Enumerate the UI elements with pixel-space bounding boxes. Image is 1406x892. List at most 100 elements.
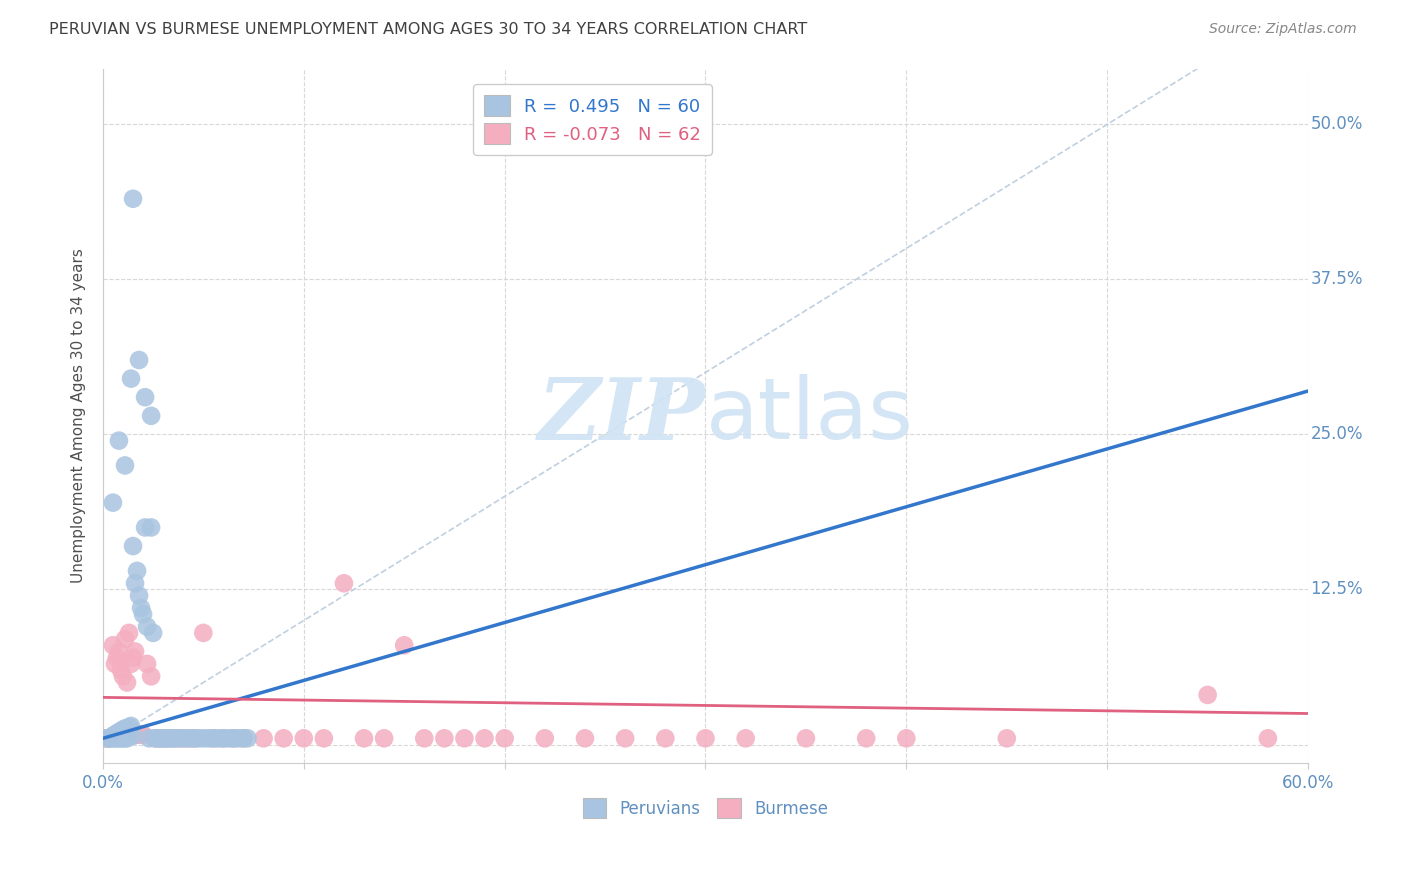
Point bbox=[156, 731, 179, 746]
Point bbox=[128, 728, 150, 742]
Point bbox=[494, 731, 516, 746]
Point bbox=[188, 731, 211, 746]
Point bbox=[333, 576, 356, 591]
Point bbox=[232, 731, 254, 746]
Point bbox=[96, 731, 118, 746]
Point bbox=[101, 638, 124, 652]
Point bbox=[184, 731, 207, 746]
Point bbox=[143, 731, 166, 746]
Point bbox=[574, 731, 596, 746]
Point bbox=[252, 731, 274, 746]
Point bbox=[236, 731, 259, 746]
Point bbox=[143, 731, 166, 746]
Point bbox=[373, 731, 395, 746]
Point bbox=[118, 720, 141, 734]
Point bbox=[115, 731, 138, 746]
Point bbox=[896, 731, 918, 746]
Point bbox=[104, 728, 127, 742]
Point bbox=[217, 731, 239, 746]
Point bbox=[150, 731, 173, 746]
Point bbox=[228, 731, 250, 746]
Point bbox=[180, 731, 202, 746]
Point bbox=[108, 644, 131, 658]
Point bbox=[108, 434, 131, 448]
Point bbox=[101, 496, 124, 510]
Point bbox=[734, 731, 756, 746]
Point bbox=[292, 731, 315, 746]
Point bbox=[108, 725, 131, 739]
Text: 50.0%: 50.0% bbox=[1310, 115, 1362, 133]
Point bbox=[172, 731, 194, 746]
Point bbox=[353, 731, 375, 746]
Point bbox=[167, 731, 190, 746]
Point bbox=[1197, 688, 1219, 702]
Point bbox=[136, 620, 159, 634]
Point bbox=[153, 731, 176, 746]
Point bbox=[152, 731, 174, 746]
Point bbox=[855, 731, 877, 746]
Point bbox=[134, 390, 156, 404]
Point bbox=[212, 731, 235, 746]
Point bbox=[111, 731, 134, 746]
Point bbox=[111, 669, 134, 683]
Point bbox=[118, 626, 141, 640]
Point bbox=[122, 539, 145, 553]
Point bbox=[110, 663, 132, 677]
Point bbox=[202, 731, 225, 746]
Point bbox=[139, 520, 162, 534]
Text: 12.5%: 12.5% bbox=[1310, 581, 1362, 599]
Point bbox=[114, 458, 136, 473]
Point bbox=[101, 729, 124, 743]
Point bbox=[110, 723, 132, 738]
Point bbox=[162, 731, 184, 746]
Point bbox=[533, 731, 555, 746]
Point bbox=[128, 589, 150, 603]
Point bbox=[138, 731, 160, 746]
Point bbox=[392, 638, 415, 652]
Point bbox=[101, 731, 124, 746]
Text: 25.0%: 25.0% bbox=[1310, 425, 1362, 443]
Point bbox=[148, 731, 170, 746]
Point bbox=[105, 726, 128, 740]
Point bbox=[193, 626, 215, 640]
Point bbox=[157, 731, 180, 746]
Point bbox=[212, 731, 235, 746]
Point bbox=[125, 728, 148, 742]
Point bbox=[200, 731, 222, 746]
Point bbox=[152, 731, 174, 746]
Point bbox=[312, 731, 335, 746]
Point bbox=[139, 409, 162, 423]
Point bbox=[794, 731, 817, 746]
Point bbox=[96, 731, 118, 746]
Text: Source: ZipAtlas.com: Source: ZipAtlas.com bbox=[1209, 22, 1357, 37]
Point bbox=[160, 731, 183, 746]
Point bbox=[695, 731, 717, 746]
Point bbox=[122, 192, 145, 206]
Point bbox=[232, 731, 254, 746]
Point bbox=[224, 731, 246, 746]
Point bbox=[165, 731, 187, 746]
Point bbox=[120, 657, 142, 671]
Point bbox=[654, 731, 676, 746]
Point bbox=[180, 731, 202, 746]
Point bbox=[129, 601, 152, 615]
Point bbox=[120, 719, 142, 733]
Point bbox=[995, 731, 1018, 746]
Point bbox=[172, 731, 194, 746]
Point bbox=[176, 731, 198, 746]
Point bbox=[114, 731, 136, 746]
Point bbox=[146, 731, 169, 746]
Point bbox=[91, 731, 114, 746]
Point bbox=[105, 650, 128, 665]
Point bbox=[204, 731, 226, 746]
Text: atlas: atlas bbox=[706, 375, 914, 458]
Point bbox=[139, 669, 162, 683]
Point bbox=[142, 626, 165, 640]
Point bbox=[165, 731, 187, 746]
Point bbox=[108, 731, 131, 746]
Point bbox=[221, 731, 243, 746]
Point bbox=[124, 644, 146, 658]
Point bbox=[97, 731, 120, 746]
Point bbox=[208, 731, 231, 746]
Point bbox=[120, 371, 142, 385]
